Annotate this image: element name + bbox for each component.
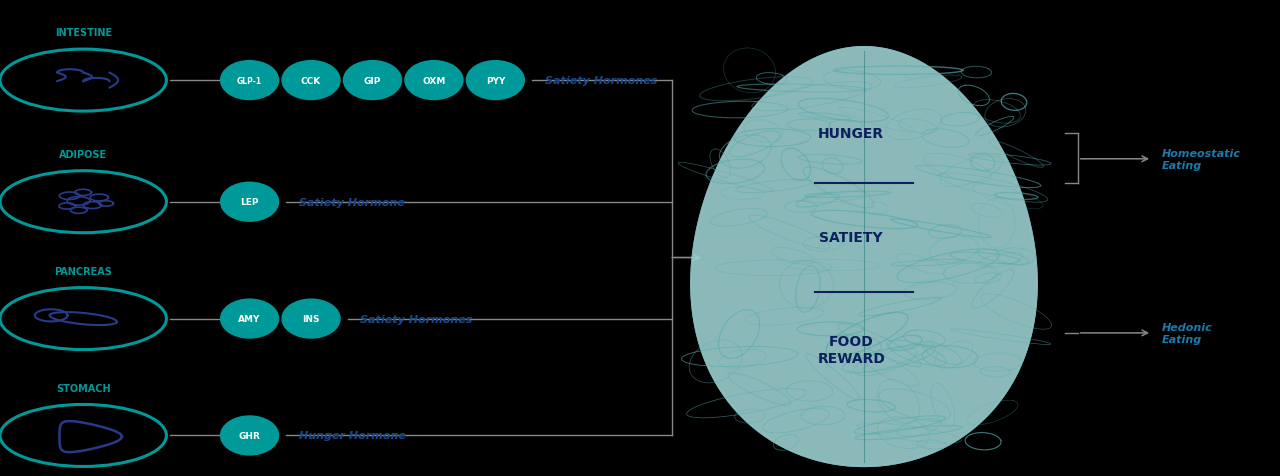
Ellipse shape — [220, 61, 279, 101]
Text: STOMACH: STOMACH — [56, 383, 110, 393]
Text: Satiety Hormones: Satiety Hormones — [545, 76, 657, 86]
Ellipse shape — [220, 299, 279, 339]
Text: INTESTINE: INTESTINE — [55, 28, 111, 38]
Text: CCK: CCK — [301, 77, 321, 85]
Polygon shape — [691, 48, 1037, 466]
Ellipse shape — [404, 61, 463, 101]
Ellipse shape — [343, 61, 402, 101]
Ellipse shape — [282, 61, 340, 101]
Text: ADIPOSE: ADIPOSE — [59, 149, 108, 159]
Text: Hunger Hormone: Hunger Hormone — [300, 431, 406, 440]
Text: Homeostatic
Eating: Homeostatic Eating — [1162, 149, 1242, 170]
Polygon shape — [691, 48, 1037, 466]
Text: AMY: AMY — [238, 315, 261, 323]
Text: INS: INS — [302, 315, 320, 323]
Text: LEP: LEP — [241, 198, 259, 207]
Text: GHR: GHR — [238, 431, 261, 440]
Text: SATIETY: SATIETY — [819, 231, 883, 245]
Text: Hedonic
Eating: Hedonic Eating — [1162, 322, 1213, 344]
Text: HUNGER: HUNGER — [818, 126, 884, 140]
Ellipse shape — [282, 299, 340, 339]
Polygon shape — [691, 48, 1037, 466]
Polygon shape — [691, 48, 1037, 466]
Text: PYY: PYY — [485, 77, 506, 85]
Text: PANCREAS: PANCREAS — [54, 266, 113, 276]
Polygon shape — [691, 48, 1037, 466]
Text: Satiety Hormones: Satiety Hormones — [361, 314, 472, 324]
Text: Satiety Hormone: Satiety Hormone — [300, 198, 404, 207]
Ellipse shape — [220, 416, 279, 456]
Text: GIP: GIP — [364, 77, 381, 85]
Ellipse shape — [466, 61, 525, 101]
Text: FOOD
REWARD: FOOD REWARD — [817, 335, 886, 365]
Text: GLP-1: GLP-1 — [237, 77, 262, 85]
Text: OXM: OXM — [422, 77, 445, 85]
Ellipse shape — [220, 182, 279, 222]
